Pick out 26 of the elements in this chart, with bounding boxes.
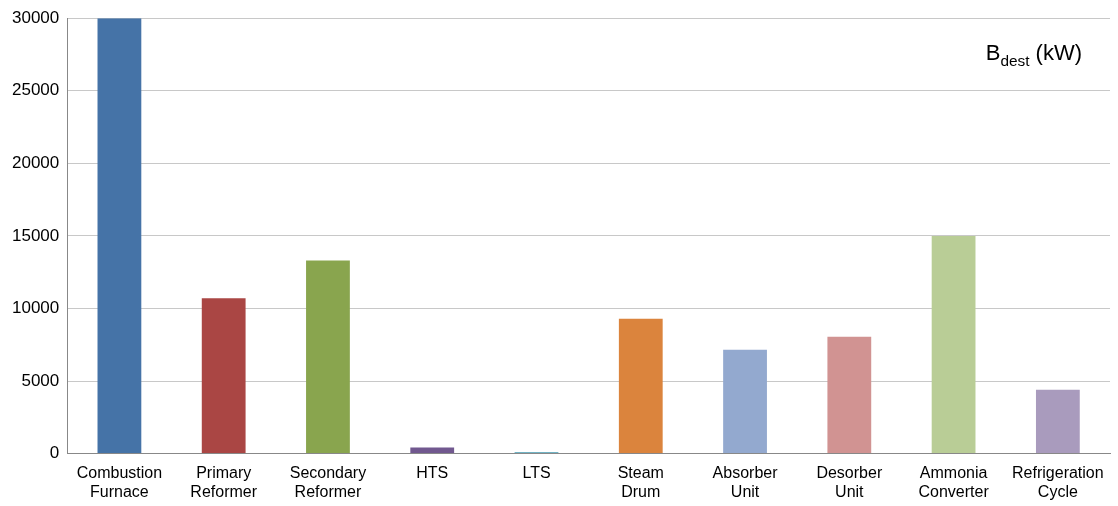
x-tick-label: Desorber Unit: [816, 463, 883, 500]
y-tick-label: 0: [49, 443, 60, 463]
y-tick-label: 30000: [11, 7, 60, 27]
x-tick-label: LTS: [522, 463, 551, 481]
x-tick-label: HTS: [416, 463, 449, 481]
y-tick-label: 20000: [11, 153, 60, 173]
y-tick-label: 10000: [11, 298, 60, 318]
bar: [1035, 389, 1080, 454]
x-tick-label: Combustion Furnace: [76, 463, 163, 500]
x-tick-label: Steam Drum: [617, 463, 664, 500]
bar: [618, 318, 663, 454]
x-tick-label: Absorber Unit: [712, 463, 779, 500]
y-tick-label: 5000: [21, 370, 60, 390]
bar: [306, 260, 350, 454]
bar: [410, 447, 455, 454]
y-tick-label: 25000: [11, 80, 60, 100]
y-tick-label: 15000: [11, 225, 60, 245]
x-tick-label: Secondary Reformer: [289, 463, 367, 500]
bar: [931, 235, 976, 454]
x-tick-label: Refrigeration Cycle: [1012, 463, 1104, 500]
bar: [201, 298, 246, 454]
bar: [723, 349, 767, 454]
x-tick-label: Primary Reformer: [190, 463, 258, 500]
x-tick-label: Ammonia Converter: [918, 463, 990, 500]
bar: [827, 336, 872, 454]
bar: [97, 18, 142, 454]
